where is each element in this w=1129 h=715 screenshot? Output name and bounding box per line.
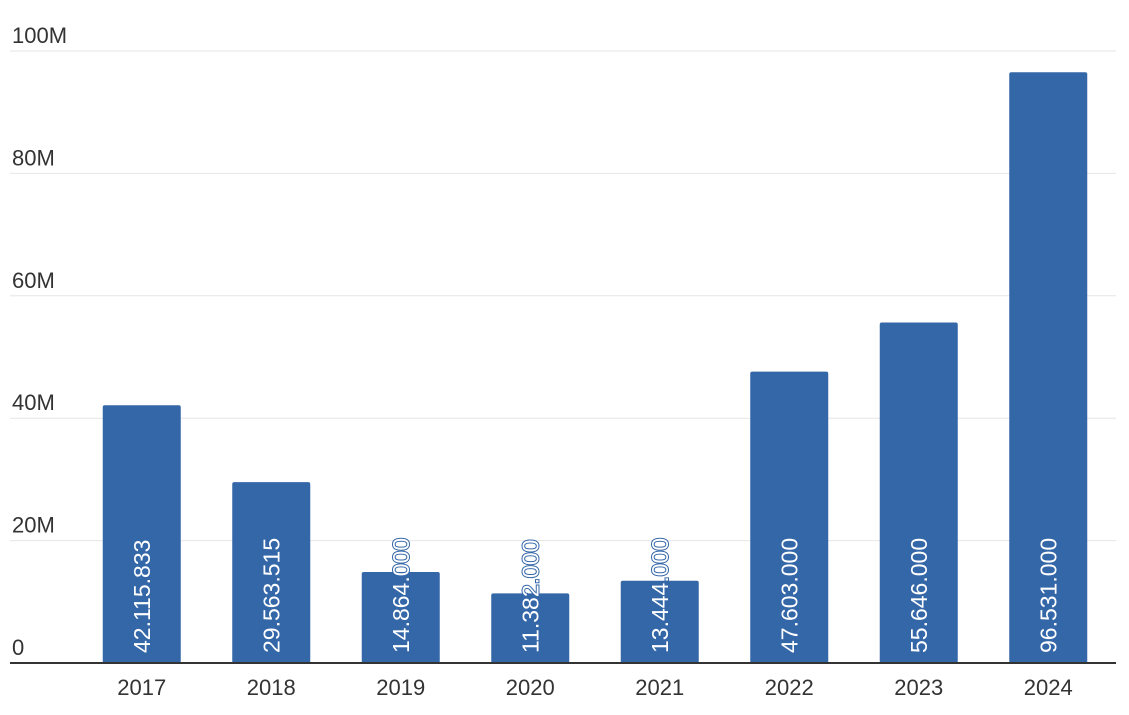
bar [750,371,829,663]
bar [491,593,570,663]
value-label: 96.531.000 [1035,538,1061,653]
bar [1009,72,1088,663]
y-tick-label: 40M [12,390,55,415]
x-tick-label: 2018 [247,675,296,700]
bar [879,322,958,663]
value-label: 14.864.000 [388,538,414,653]
y-tick-label: 20M [12,513,55,538]
x-tick-label: 2024 [1024,675,1073,700]
value-label: 29.563.515 [258,538,284,653]
value-label: 42.115.833 [129,540,155,653]
bar [232,482,311,663]
value-label: 13.444.000 [647,538,673,653]
x-tick-label: 2019 [376,675,425,700]
y-tick-label: 80M [12,145,55,170]
bar [620,580,699,663]
x-tick-label: 2021 [635,675,684,700]
y-tick-label: 100M [12,23,67,48]
bar [361,572,440,663]
x-tick-label: 2022 [765,675,814,700]
bar [102,405,181,663]
x-tick-label: 2020 [506,675,555,700]
value-label: 47.603.000 [776,538,802,653]
value-label: 55.646.000 [906,538,932,653]
y-tick-label: 60M [12,268,55,293]
value-label: 11.382.000 [517,540,543,653]
y-tick-label: 0 [12,635,24,660]
x-tick-label: 2023 [894,675,943,700]
x-tick-label: 2017 [117,675,166,700]
